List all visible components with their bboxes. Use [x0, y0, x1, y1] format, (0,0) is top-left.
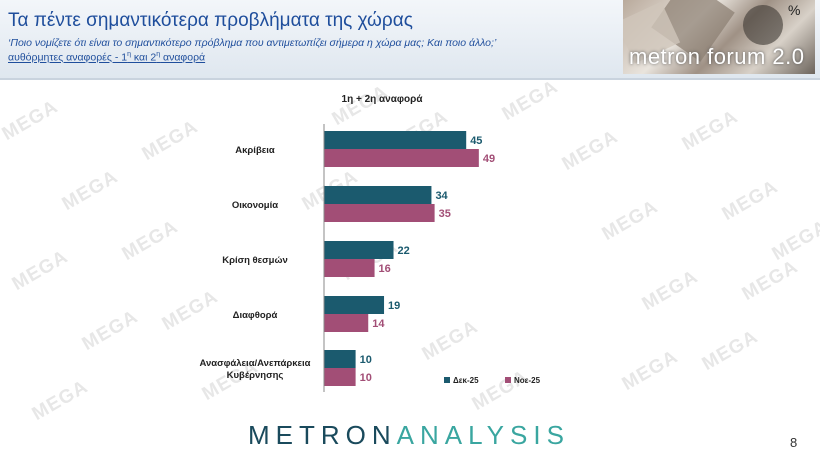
page-number: 8: [790, 435, 798, 450]
brand-part-2: ANALYSIS: [396, 420, 570, 450]
category-label: Κυβέρνησης: [227, 370, 284, 381]
data-label: 45: [470, 135, 482, 147]
metron-forum-logo: metron forum 2.0: [623, 0, 815, 74]
chart-title: 1η + 2η αναφορά: [342, 94, 424, 105]
bar: [324, 149, 479, 167]
category-label: Διαφθορά: [233, 310, 278, 321]
subtitle-sup-1: η: [127, 51, 131, 58]
subtitle-prefix: αυθόρμητες αναφορές - 1: [8, 51, 128, 64]
bar: [324, 204, 435, 222]
bar: [324, 186, 432, 204]
legend-label: Δεκ-25: [453, 376, 479, 385]
data-label: 10: [360, 354, 372, 366]
header-banner: Τα πέντε σημαντικότερα προβλήματα της χώ…: [0, 0, 820, 80]
category-label: Οικονομία: [232, 200, 278, 211]
data-label: 14: [372, 318, 385, 330]
bar: [324, 241, 394, 259]
logo-text: metron forum 2.0: [629, 44, 805, 69]
survey-subtitle: αυθόρμητες αναφορές - 1η και 2η αναφορά: [8, 51, 205, 64]
bar: [324, 314, 369, 332]
survey-question: ‘Ποιο νομίζετε ότι είναι το σημαντικότερ…: [8, 37, 497, 49]
legend-swatch: [505, 377, 511, 383]
bar: [324, 368, 356, 386]
data-label: 34: [435, 190, 448, 202]
data-label: 10: [360, 372, 372, 384]
data-label: 19: [388, 300, 400, 312]
category-label: Ακρίβεια: [235, 145, 275, 156]
metron-analysis-logo: METRONANALYSIS: [248, 420, 570, 451]
subtitle-sup-2: η: [156, 51, 161, 58]
data-label: 22: [398, 245, 410, 257]
category-label: Κρίση θεσμών: [222, 255, 288, 266]
bar: [324, 350, 356, 368]
subtitle-suffix: αναφορά: [160, 51, 206, 64]
category-label: Ανασφάλεια/Ανεπάρκεια: [200, 358, 311, 369]
legend-swatch: [444, 377, 450, 383]
bar: [324, 131, 467, 149]
unit-label: %: [788, 2, 801, 18]
bar: [324, 259, 375, 277]
brand-part-1: METRON: [248, 420, 397, 450]
data-label: 49: [483, 153, 495, 165]
subtitle-mid: και 2: [131, 51, 157, 64]
legend-label: Νοε-25: [514, 376, 541, 385]
page-title: Τα πέντε σημαντικότερα προβλήματα της χώ…: [8, 10, 413, 31]
bar: [324, 296, 385, 314]
data-label: 35: [439, 208, 451, 220]
data-label: 16: [379, 263, 391, 275]
